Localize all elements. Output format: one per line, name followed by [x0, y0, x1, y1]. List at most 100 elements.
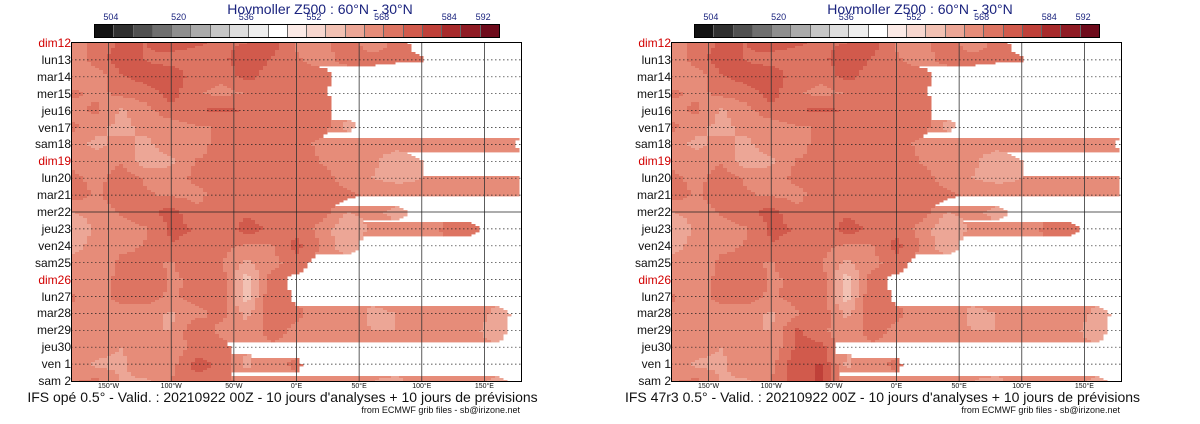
heatmap-cell [167, 286, 184, 289]
heatmap-cell [783, 86, 816, 89]
heatmap-cell [875, 52, 900, 55]
heatmap-cell [795, 162, 920, 165]
heatmap-cell [763, 264, 776, 267]
heatmap-cell [763, 320, 776, 323]
heatmap-cell [183, 82, 332, 85]
heatmap-cell [331, 228, 368, 231]
heatmap-cell [71, 340, 188, 343]
heatmap-cell [175, 316, 208, 319]
heatmap-cell [71, 54, 88, 57]
heatmap-cell [255, 302, 264, 305]
heatmap-cell [111, 204, 336, 207]
heatmap-cell [743, 54, 832, 57]
heatmap-cell [859, 282, 868, 285]
heatmap-cell [235, 276, 244, 279]
heatmap-cell [179, 294, 228, 297]
heatmap-cell [139, 246, 236, 249]
heatmap-cell [995, 318, 1088, 321]
heatmap-cell [91, 364, 128, 367]
heatmap-cell [763, 328, 772, 331]
heatmap-cell [227, 284, 236, 287]
heatmap-cell [827, 302, 836, 305]
heatmap-cell [851, 280, 860, 283]
heatmap-cell [935, 244, 960, 247]
heatmap-cell [671, 278, 712, 281]
heatmap-cell [963, 48, 984, 51]
heatmap-cell [187, 324, 216, 327]
heatmap-cell [207, 310, 228, 313]
heatmap-cell [211, 140, 316, 143]
heatmap-cell [979, 162, 1024, 165]
heatmap-cell [251, 282, 260, 285]
heatmap-cell [319, 238, 336, 241]
heatmap-cell [147, 232, 168, 235]
heatmap-cell [911, 64, 948, 67]
heatmap-cell [71, 254, 120, 257]
heatmap-cell [483, 326, 508, 329]
colorbar-tick-label: 520 [171, 12, 187, 22]
heatmap-cell [71, 360, 96, 363]
heatmap-cell [851, 366, 892, 369]
heatmap-cell [83, 216, 124, 219]
heatmap-cell [243, 294, 252, 297]
colorbar-swatch [326, 25, 346, 37]
colorbar-swatch [1003, 25, 1023, 37]
heatmap-cell [791, 200, 804, 203]
heatmap-cell [719, 378, 748, 381]
heatmap-cell [703, 182, 744, 185]
heatmap-cell [231, 64, 268, 67]
heatmap-cell [783, 332, 796, 335]
heatmap-cell [783, 82, 932, 85]
heatmap-cell [831, 324, 864, 327]
heatmap-cell [71, 356, 108, 359]
heatmap-cell [731, 78, 784, 81]
heatmap-cell [671, 130, 676, 133]
heatmap-cell [135, 154, 168, 157]
heatmap-cell [899, 320, 968, 323]
heatmap-cell [71, 270, 116, 273]
heatmap-cell [111, 288, 168, 291]
heatmap-cell [707, 130, 736, 133]
heatmap-cell [495, 306, 500, 309]
heatmap-cell [183, 80, 332, 83]
heatmap-cell [83, 94, 112, 97]
heatmap-cell [71, 154, 136, 157]
heatmap-cell [719, 70, 784, 73]
heatmap-cell [851, 298, 856, 301]
heatmap-cell [735, 144, 756, 147]
heatmap-cell [891, 366, 900, 369]
heatmap-cell [699, 358, 728, 361]
heatmap-cell [147, 230, 168, 233]
heatmap-cell [839, 368, 892, 371]
heatmap-cell [767, 284, 784, 287]
heatmap-cell [255, 306, 264, 309]
heatmap-cell [707, 80, 736, 83]
y-tick-label: dim26 [38, 272, 71, 287]
heatmap-cell [319, 240, 336, 243]
heatmap-cell [915, 230, 932, 233]
heatmap-cell [891, 326, 972, 329]
heatmap-cell [195, 158, 320, 161]
y-tick-label: mer15 [36, 86, 71, 101]
heatmap-cell [211, 130, 328, 133]
heatmap-cell [143, 48, 152, 51]
heatmap-cell [915, 224, 936, 227]
heatmap-cell [767, 226, 788, 229]
heatmap-cell [919, 244, 936, 247]
heatmap-cell [71, 306, 200, 309]
heatmap-cell [335, 206, 396, 209]
heatmap-cell [251, 360, 292, 363]
heatmap-cell [859, 274, 868, 277]
heatmap-cell [71, 298, 76, 301]
heatmap-cell [679, 174, 708, 177]
heatmap-cell [167, 222, 184, 225]
heatmap-cell [243, 260, 252, 263]
heatmap-cell [71, 314, 164, 317]
heatmap-cell [115, 46, 144, 49]
heatmap-cell [135, 126, 212, 129]
heatmap-cell [295, 238, 300, 241]
heatmap-cell [735, 148, 760, 151]
colorbar-tick-label: 504 [703, 12, 719, 22]
heatmap-cell [115, 210, 160, 213]
chart-subtitle: IFS 47r3 0.5° - Valid. : 20210922 00Z - … [624, 389, 1141, 405]
